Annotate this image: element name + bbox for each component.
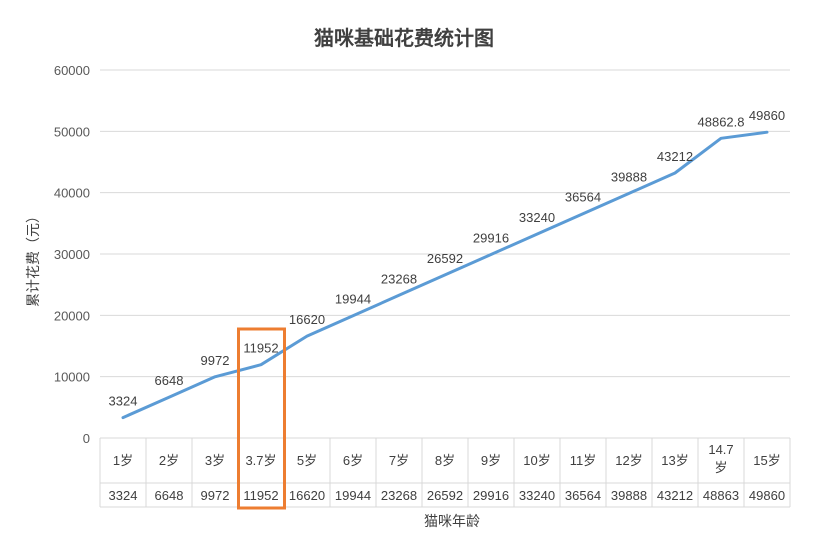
series-line-path [121, 130, 769, 420]
table-cell-value: 29916 [473, 488, 509, 503]
data-label: 29916 [473, 231, 509, 246]
y-tick-label: 20000 [54, 308, 90, 323]
x-tick-label: 5岁 [297, 453, 317, 468]
x-tick-label: 10岁 [523, 453, 550, 468]
table-cell-value: 3324 [109, 488, 138, 503]
x-tick-label: 14.7 岁 [708, 442, 733, 475]
data-label: 9972 [201, 353, 230, 368]
x-tick-label: 12岁 [615, 453, 642, 468]
y-tick-label: 30000 [54, 247, 90, 262]
table-cell-value: 11952 [243, 488, 278, 503]
x-tick-label: 9岁 [481, 453, 501, 468]
table-cell-value: 39888 [611, 488, 647, 503]
y-axis-ticks: 0 10000 20000 30000 40000 50000 60000 [54, 63, 90, 446]
table-cell-value: 33240 [519, 488, 555, 503]
table-cell-value: 9972 [201, 488, 230, 503]
data-label: 36564 [565, 190, 601, 205]
y-tick-label: 0 [83, 431, 90, 446]
data-label: 6648 [155, 373, 184, 388]
x-tick-label: 13岁 [661, 453, 688, 468]
table-cell-value: 19944 [335, 488, 371, 503]
x-tick-label: 3.7岁 [245, 453, 276, 468]
y-tick-label: 50000 [54, 124, 90, 139]
highlight-box [237, 327, 286, 510]
table-cell-value: 23268 [381, 488, 417, 503]
highlight [237, 327, 286, 510]
table-cell-value: 48863 [703, 488, 739, 503]
table-cell-value: 43212 [657, 488, 693, 503]
data-label: 49860 [749, 108, 785, 123]
data-label: 43212 [657, 149, 693, 164]
x-tick-label: 2岁 [159, 453, 179, 468]
series-line [121, 130, 769, 420]
x-tick-label: 1岁 [113, 453, 133, 468]
table-cell-value: 26592 [427, 488, 463, 503]
data-label: 48862.8 [698, 114, 745, 129]
y-tick-label: 40000 [54, 186, 90, 201]
data-labels: 3324 6648 9972 11952 16620 19944 23268 26592 299… [109, 108, 786, 408]
data-table: 1岁 2岁 3岁 3.7岁 5岁 6岁 7岁 8岁 9岁 10岁 11岁 12岁 13岁 14.7 岁 15岁… [99, 438, 791, 508]
x-tick-label: 7岁 [389, 453, 409, 468]
x-tick-label: 15岁 [753, 453, 780, 468]
data-label: 11952 [243, 341, 278, 356]
x-axis-label: 猫咪年龄 [424, 513, 480, 529]
x-tick-label: 3岁 [205, 453, 225, 468]
x-tick-label: 11岁 [570, 453, 597, 468]
table-cell-value: 36564 [565, 488, 601, 503]
x-tick-label: 6岁 [343, 453, 363, 468]
data-label: 16620 [289, 312, 325, 327]
data-label: 33240 [519, 210, 555, 225]
data-label: 3324 [109, 394, 138, 409]
y-axis-label: 累计花费（元） [25, 209, 41, 307]
chart-title: 猫咪基础花费统计图 [314, 26, 494, 50]
data-label: 19944 [335, 292, 371, 307]
data-label: 26592 [427, 251, 463, 266]
data-label: 39888 [611, 169, 647, 184]
table-cell-value: 6648 [155, 488, 184, 503]
table-cell-value: 16620 [289, 488, 325, 503]
data-label: 23268 [381, 271, 417, 286]
y-tick-label: 10000 [54, 370, 90, 385]
x-tick-label: 8岁 [435, 453, 455, 468]
y-tick-label: 60000 [54, 63, 90, 78]
table-cell-value: 49860 [749, 488, 785, 503]
